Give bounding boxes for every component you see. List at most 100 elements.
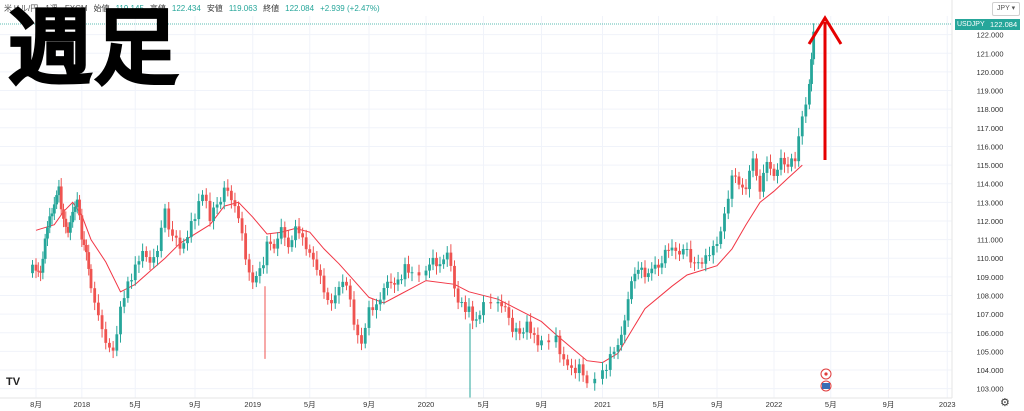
candle-body xyxy=(43,238,47,259)
high-value: 122.434 xyxy=(171,3,201,13)
y-tick-label: 119.000 xyxy=(977,87,1004,96)
candle-body xyxy=(685,248,689,250)
tradingview-logo-icon[interactable]: TV xyxy=(6,376,21,388)
candle-body xyxy=(108,342,111,348)
candle-body xyxy=(525,321,529,333)
candles xyxy=(31,23,816,398)
candle-body xyxy=(810,59,813,84)
candle-body xyxy=(540,340,543,346)
candle-body xyxy=(104,329,108,343)
candle-body xyxy=(137,261,141,265)
candle-body xyxy=(141,250,145,262)
event-markers[interactable] xyxy=(820,368,832,392)
x-tick-label: 2022 xyxy=(766,400,783,409)
candle-body xyxy=(438,264,442,267)
candle-body xyxy=(93,288,97,303)
candle-body xyxy=(34,264,38,271)
candle-body xyxy=(797,136,801,162)
candle-body xyxy=(130,280,133,282)
candle-body xyxy=(144,250,148,258)
candle-body xyxy=(258,268,262,277)
candle-body xyxy=(640,267,644,270)
candle-body xyxy=(197,201,201,220)
candle-body xyxy=(518,328,522,334)
candle-body xyxy=(62,209,65,219)
candle-body xyxy=(254,276,258,283)
close-value: 122.084 xyxy=(285,3,315,13)
candle-body xyxy=(78,199,81,216)
candle-body xyxy=(643,267,647,278)
candle-body xyxy=(744,187,748,190)
candle-body xyxy=(389,281,393,284)
candle-body xyxy=(286,237,290,248)
candle-body xyxy=(681,249,685,255)
candle-body xyxy=(700,262,704,264)
candle-body xyxy=(630,281,633,300)
candle-body xyxy=(41,258,45,273)
candle-body xyxy=(715,244,719,246)
candle-body xyxy=(704,255,708,264)
candle-body xyxy=(85,245,88,253)
candle-body xyxy=(769,161,772,169)
candle-body xyxy=(333,295,337,304)
candle-body xyxy=(719,231,723,245)
candle-body xyxy=(57,186,61,196)
candle-body xyxy=(68,222,72,233)
candle-body xyxy=(636,269,640,274)
gear-icon[interactable]: ⚙ xyxy=(1000,397,1010,409)
candle-body xyxy=(456,288,460,303)
candle-body xyxy=(247,259,251,273)
symbol-title[interactable]: 米ドル/円 · 1週 · FXCM xyxy=(4,3,88,13)
candle-body xyxy=(156,250,159,258)
grid xyxy=(0,16,952,398)
candle-body xyxy=(741,184,744,188)
candle-body xyxy=(152,257,156,263)
candle-body xyxy=(159,227,163,251)
x-axis[interactable]: 8月 2018 5月 9月 2019 5月 9月 2020 5月 9月 2021 5月 9月 2022 5月… xyxy=(0,397,1024,411)
candle-body xyxy=(793,158,797,162)
x-tick-label: 5月 xyxy=(129,400,141,409)
candle-body xyxy=(626,299,630,321)
currency-dropdown[interactable]: JPY ▾ xyxy=(992,2,1020,16)
candle-body xyxy=(186,237,189,244)
candle-body xyxy=(734,175,737,177)
candle-body xyxy=(283,227,287,238)
candle-body xyxy=(375,304,378,311)
candle-body xyxy=(52,204,56,214)
candle-body xyxy=(80,215,84,240)
candle-body xyxy=(445,252,449,260)
candle-body xyxy=(308,249,312,253)
candle-body xyxy=(345,281,348,286)
candle-body xyxy=(667,249,671,251)
candle-body xyxy=(646,273,650,278)
candle-body xyxy=(133,264,137,281)
candle-body xyxy=(593,378,597,384)
x-tick-label: 9月 xyxy=(189,400,201,409)
open-value: 119.145 xyxy=(115,3,144,13)
candle-body xyxy=(55,195,59,205)
y-axis[interactable]: 103.000 104.000 105.000 106.000 107.000 108.0… xyxy=(951,0,1024,411)
y-tick-label: 104.000 xyxy=(976,366,1003,375)
candle-body xyxy=(378,299,382,305)
candle-body xyxy=(807,83,811,105)
candle-body xyxy=(178,237,182,249)
candle-body xyxy=(163,208,167,228)
y-tick-label: 115.000 xyxy=(977,161,1004,170)
candle-body xyxy=(453,265,456,289)
candle-body xyxy=(460,302,464,304)
candle-body xyxy=(251,272,255,283)
candle-body xyxy=(581,364,585,376)
candle-body xyxy=(279,227,283,239)
y-tick-label: 118.000 xyxy=(977,105,1004,114)
y-axis-background xyxy=(952,0,1024,411)
candle-body xyxy=(201,194,204,202)
candle-body xyxy=(758,175,762,192)
candle-body xyxy=(711,245,715,256)
candle-body xyxy=(193,219,197,222)
candle-body xyxy=(240,218,244,234)
candle-body xyxy=(562,354,566,360)
candle-body xyxy=(244,233,248,260)
candle-body xyxy=(514,328,518,332)
